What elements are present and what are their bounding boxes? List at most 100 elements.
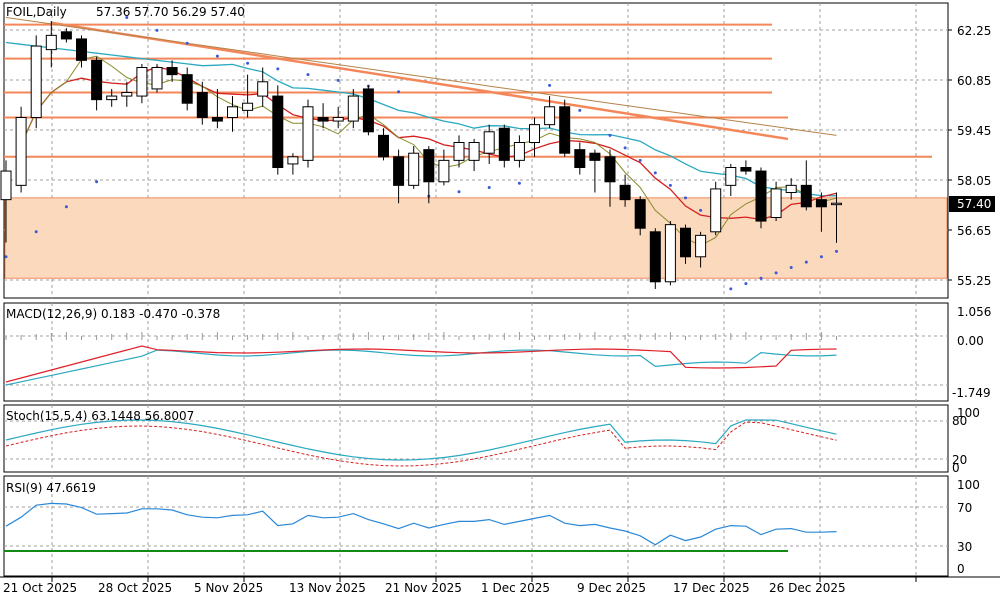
candle-body [725, 167, 737, 186]
candle-body [529, 124, 540, 144]
candle-body [151, 67, 163, 90]
sar-dot [759, 276, 763, 280]
sar-dot [804, 260, 808, 264]
rsi-axis: 100 70 30 0 [957, 478, 980, 576]
candle-body [272, 95, 284, 168]
panel-frame [3, 475, 949, 577]
sar-dot [729, 287, 733, 291]
sar-dot [789, 266, 793, 269]
date-label: 21 Nov 2025 [385, 581, 462, 595]
date-label: 13 Nov 2025 [289, 581, 366, 595]
date-label: 9 Dec 2025 [577, 581, 646, 595]
candle-body [574, 149, 586, 168]
sar-dot [487, 186, 491, 189]
rsi-indicator [4, 502, 837, 552]
candle-body [453, 142, 465, 161]
sar-dot [578, 108, 582, 112]
panel-frame [3, 2, 949, 299]
current-price-marker [949, 196, 995, 212]
date-label: 28 Oct 2025 [98, 581, 172, 595]
sar-dot [744, 282, 748, 286]
candle-body [60, 31, 72, 40]
candle-body [559, 106, 571, 154]
stoch-tick: 20 [952, 453, 967, 467]
candle-body [438, 159, 450, 183]
sar-dot [668, 183, 672, 187]
sar-dot [397, 90, 401, 94]
sar-dot [548, 83, 552, 87]
candle-body [242, 102, 254, 111]
candle-body [423, 149, 435, 183]
candle-body [0, 170, 12, 201]
panel-frame [3, 404, 949, 473]
candle-body [211, 117, 223, 122]
sar-dot [457, 190, 461, 194]
candle-body [378, 134, 389, 158]
candle-body [483, 131, 495, 154]
price-tick: 60.85 [957, 74, 991, 88]
sar-dot [835, 249, 838, 253]
ohlc-values: 57.36 57.70 56.29 57.40 [96, 5, 245, 19]
candle-body [287, 156, 299, 165]
candle-body [680, 227, 691, 258]
sar-dot [276, 67, 280, 71]
price-tick: 58.05 [957, 174, 991, 188]
candle-body [498, 127, 510, 161]
macd-tick: 1.056 [957, 305, 991, 319]
candle-body [257, 81, 269, 97]
sar-dot [653, 171, 657, 175]
candle-body [589, 152, 601, 161]
candle-body [227, 106, 238, 118]
sar-dot [95, 180, 99, 184]
stoch-tick: 80 [952, 414, 967, 428]
trend-line [51, 21, 789, 141]
panel-frames [0, 2, 1000, 578]
support-zone [4, 197, 948, 279]
macd-tick: 0.00 [957, 334, 984, 348]
macd-main-line [5, 349, 837, 386]
stoch-tick: 0 [952, 461, 960, 475]
sar-dot [517, 181, 521, 185]
parabolic-sar [4, 16, 838, 291]
date-label: 17 Dec 2025 [673, 581, 750, 595]
candle-body [181, 74, 193, 104]
candle-body [513, 142, 525, 161]
symbol-label: FOIL,Daily [6, 5, 67, 19]
candle-body [393, 156, 405, 186]
sar-dot [64, 205, 68, 209]
candle-body [347, 95, 359, 122]
sar-dot [4, 255, 8, 259]
sar-dot [638, 158, 642, 162]
sar-dot [185, 41, 189, 45]
candle-body [121, 92, 133, 97]
candle-body [710, 188, 722, 233]
candles [0, 21, 842, 289]
sar-dot [623, 146, 627, 150]
time-axis: 21 Oct 2025 28 Oct 2025 5 Nov 2025 13 No… [3, 581, 846, 595]
stochastic-indicator [5, 419, 837, 467]
candle-body [634, 199, 646, 229]
candle-body [770, 188, 782, 219]
candle-body [362, 88, 374, 133]
price-tick: 56.65 [957, 224, 991, 238]
candle-body [332, 117, 344, 122]
price-axis: 62.25 60.85 59.45 58.05 56.65 55.25 57.4… [949, 24, 995, 288]
current-price-label: 57.40 [957, 197, 991, 211]
support-zone-rect [4, 197, 948, 279]
sar-dot [608, 133, 612, 137]
rsi-tick: 100 [957, 478, 980, 492]
candle-body [91, 59, 103, 101]
price-tick: 55.25 [957, 274, 991, 288]
sar-dot [684, 196, 687, 200]
sar-dot [306, 73, 310, 77]
sar-dot [336, 78, 340, 82]
sar-dot [774, 271, 778, 275]
candle-body [785, 184, 797, 194]
stoch-axis: 100 80 20 0 [952, 406, 980, 475]
date-label: 5 Nov 2025 [194, 581, 263, 595]
candle-body [468, 142, 480, 161]
candle-body [604, 156, 616, 183]
candle-body [166, 67, 178, 76]
